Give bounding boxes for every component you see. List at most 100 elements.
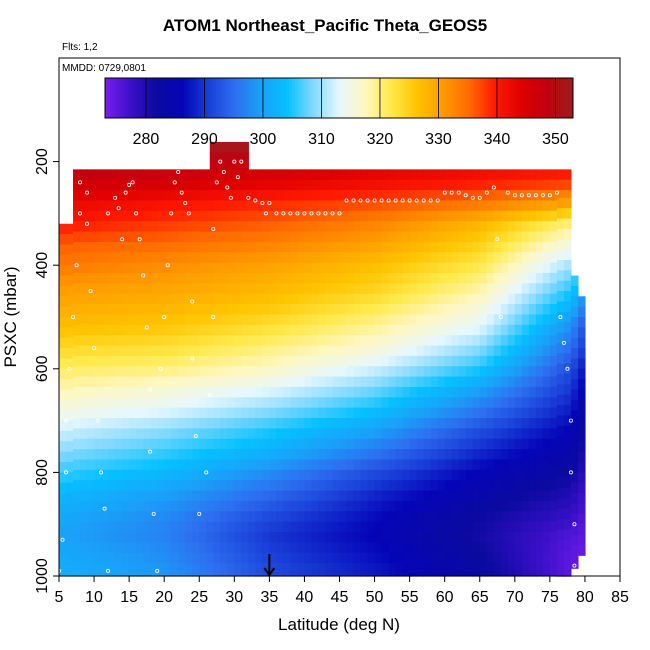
curtain-cell — [409, 179, 418, 191]
curtain-cell — [115, 210, 123, 222]
curtain-cell — [451, 283, 460, 295]
curtain-cell — [213, 438, 221, 450]
track-point — [498, 314, 503, 319]
curtain-cell — [563, 169, 572, 181]
curtain-cell — [318, 335, 327, 347]
curtain-cell — [528, 200, 537, 212]
curtain-cell — [129, 438, 137, 450]
curtain-cell — [220, 531, 228, 543]
curtain-cell — [94, 521, 102, 533]
curtain-cell — [549, 573, 558, 577]
curtain-cell — [570, 389, 579, 401]
curtain-cell — [332, 272, 341, 284]
curtain-cell — [577, 524, 586, 536]
curtain-cell — [136, 241, 144, 253]
curtain-cell — [465, 241, 474, 253]
curtain-cell — [262, 366, 270, 378]
curtain-cell — [465, 335, 474, 347]
curtain-cell — [66, 410, 74, 422]
curtain-cell — [80, 542, 88, 554]
curtain-cell — [185, 500, 193, 512]
curtain-cell — [514, 169, 523, 181]
track-point — [120, 237, 125, 242]
curtain-cell — [199, 283, 207, 295]
curtain-cell — [108, 573, 116, 577]
curtain-cell — [248, 366, 256, 378]
curtain-cell — [290, 490, 299, 502]
curtain-cell — [549, 335, 558, 347]
curtain-cell — [311, 449, 320, 461]
curtain-cell — [227, 221, 235, 233]
colorbar-segment — [444, 78, 448, 118]
curtain-cell — [262, 480, 270, 492]
curtain-cell — [381, 366, 390, 378]
curtain-cell — [472, 252, 481, 264]
curtain-cell — [108, 428, 116, 440]
curtain-cell — [220, 438, 228, 450]
curtain-cell — [66, 306, 74, 318]
curtain-cell — [493, 376, 502, 388]
curtain-cell — [346, 304, 355, 316]
curtain-cell — [500, 407, 509, 419]
curtain-cell — [381, 304, 390, 316]
curtain-cell — [367, 210, 376, 222]
curtain-cell — [507, 531, 516, 543]
curtain-cell — [451, 418, 460, 429]
curtain-cell — [150, 469, 158, 481]
curtain-cell — [185, 272, 193, 284]
curtain-cell — [115, 469, 123, 481]
curtain-cell — [143, 304, 151, 316]
curtain-cell — [150, 241, 158, 253]
curtain-cell — [66, 327, 74, 339]
curtain-cell — [325, 272, 334, 284]
curtain-cell — [521, 345, 530, 357]
curtain-cell — [108, 521, 116, 533]
curtain-cell — [157, 531, 165, 543]
curtain-cell — [276, 314, 284, 326]
curtain-cell — [108, 366, 116, 378]
curtain-cell — [416, 335, 425, 347]
curtain-cell — [542, 231, 551, 243]
curtain-cell — [367, 490, 376, 502]
curtain-cell — [458, 386, 467, 398]
colorbar-segment — [236, 78, 241, 118]
curtain-cell — [493, 397, 502, 409]
curtain-cell — [304, 438, 313, 450]
colorbar-segment — [242, 78, 246, 118]
curtain-cell — [353, 376, 362, 388]
curtain-cell — [101, 314, 109, 326]
curtain-cell — [101, 179, 109, 191]
curtain-cell — [87, 293, 95, 305]
curtain-cell — [409, 210, 418, 222]
curtain-cell — [206, 500, 214, 512]
curtain-cell — [563, 291, 572, 303]
curtain-cell — [521, 480, 530, 492]
curtain-cell — [241, 355, 249, 367]
curtain-cell — [521, 262, 530, 274]
curtain-cell — [332, 407, 341, 419]
curtain-cell — [402, 418, 411, 429]
curtain-cell — [423, 272, 432, 284]
curtain-cell — [430, 210, 439, 222]
curtain-cell — [122, 531, 130, 543]
curtain-cell — [87, 418, 95, 429]
curtain-cell — [577, 493, 586, 505]
curtain-cell — [297, 345, 306, 357]
curtain-cell — [395, 563, 404, 575]
curtain-cell — [157, 418, 165, 429]
colorbar-segment — [283, 78, 287, 118]
curtain-cell — [80, 521, 88, 533]
curtain-cell — [157, 459, 165, 471]
curtain-cell — [269, 200, 277, 212]
curtain-cell — [129, 241, 137, 253]
curtain-cell — [290, 355, 299, 367]
colorbar-segment — [476, 78, 480, 118]
curtain-cell — [360, 563, 369, 575]
curtain-cell — [535, 190, 544, 202]
curtain-cell — [297, 511, 306, 523]
colorbar-segment — [262, 78, 267, 118]
curtain-cell — [535, 179, 544, 191]
curtain-cell — [430, 407, 439, 419]
curtain-cell — [430, 324, 439, 336]
curtain-cell — [129, 293, 137, 305]
